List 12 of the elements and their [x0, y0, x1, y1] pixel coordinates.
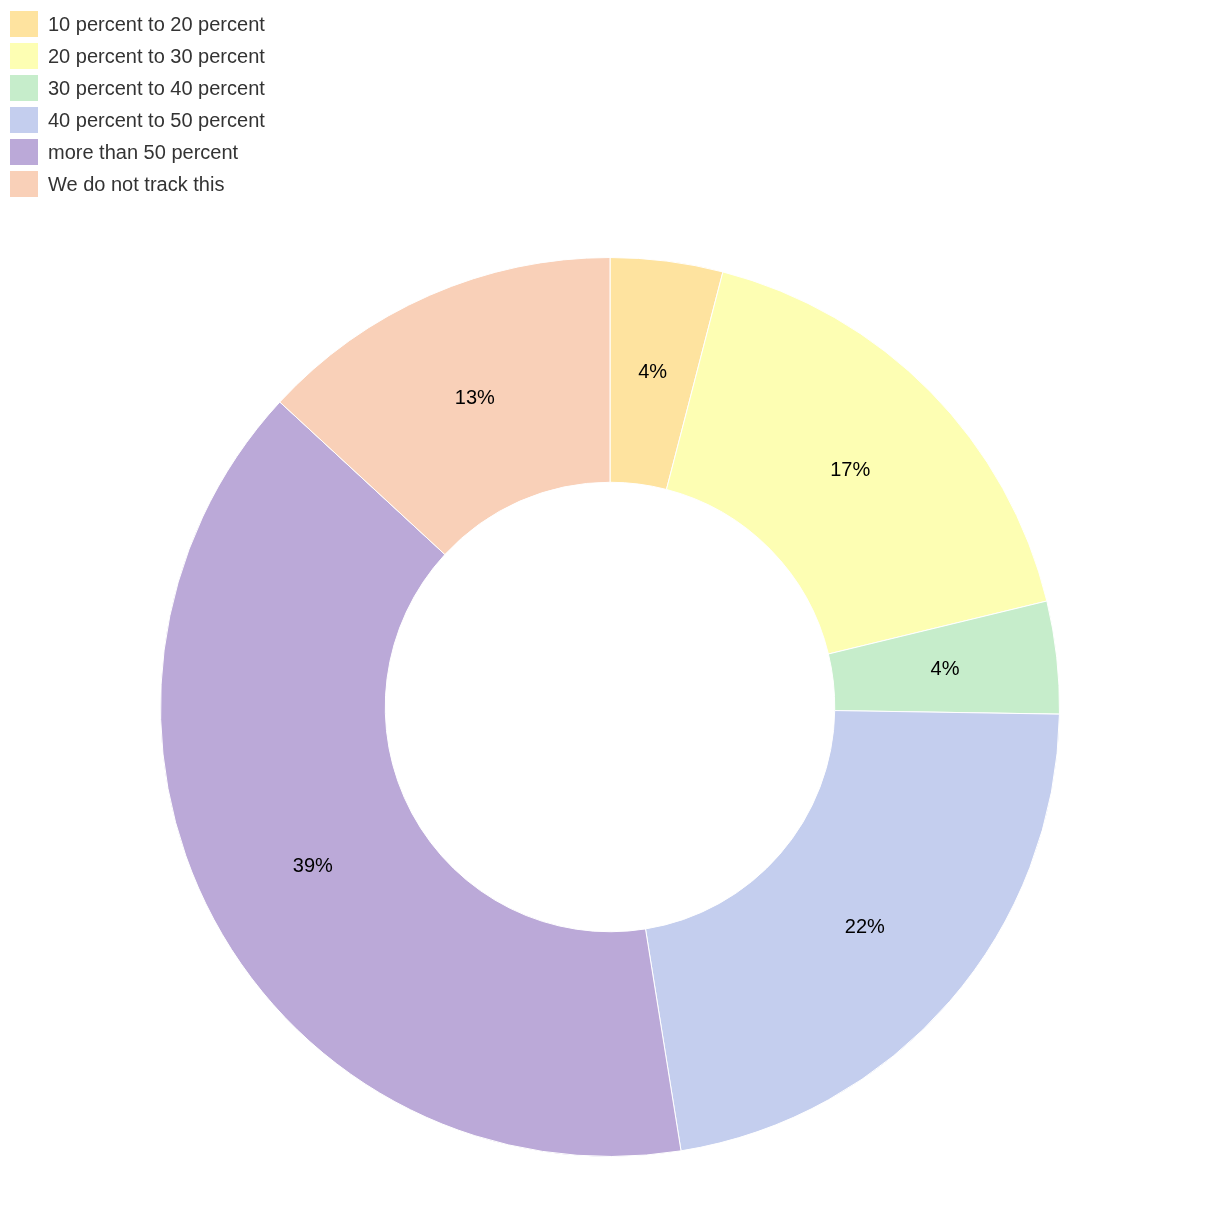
data-label: 17%	[830, 458, 871, 481]
legend-label: 30 percent to 40 percent	[48, 76, 265, 100]
legend-label: We do not track this	[48, 172, 225, 196]
data-label: 4%	[930, 657, 960, 680]
data-label: 4%	[638, 360, 668, 383]
legend-label: 10 percent to 20 percent	[48, 12, 265, 36]
legend-label: 40 percent to 50 percent	[48, 108, 265, 132]
data-label: 39%	[292, 853, 334, 876]
legend-label: 20 percent to 30 percent	[48, 44, 265, 68]
data-label: 13%	[454, 385, 496, 408]
legend-label: more than 50 percent	[48, 140, 239, 164]
data-label: 22%	[844, 915, 886, 938]
